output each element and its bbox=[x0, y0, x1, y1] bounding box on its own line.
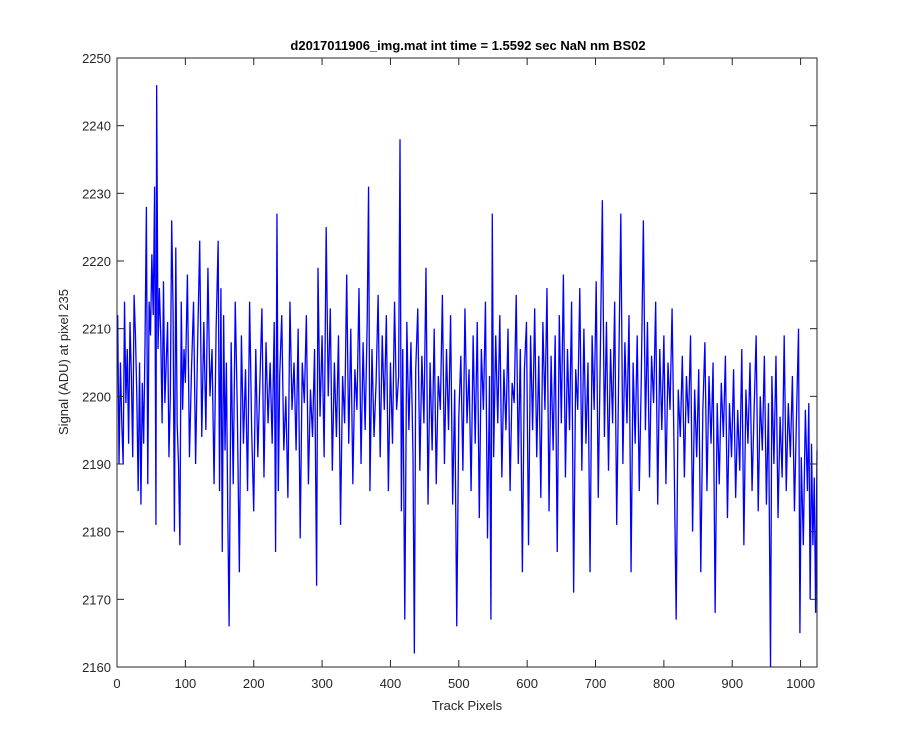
x-tick-label: 400 bbox=[380, 676, 402, 691]
y-tick-label: 2210 bbox=[82, 322, 111, 337]
x-tick-label: 700 bbox=[585, 676, 607, 691]
x-tick-label: 900 bbox=[721, 676, 743, 691]
x-tick-label: 200 bbox=[243, 676, 265, 691]
x-tick-label: 1000 bbox=[786, 676, 815, 691]
x-tick-label: 100 bbox=[175, 676, 197, 691]
y-tick-label: 2220 bbox=[82, 254, 111, 269]
x-tick-label: 300 bbox=[311, 676, 333, 691]
y-tick-label: 2180 bbox=[82, 525, 111, 540]
y-tick-label: 2240 bbox=[82, 119, 111, 134]
x-axis-label: Track Pixels bbox=[432, 698, 503, 713]
y-axis-label: Signal (ADU) at pixel 235 bbox=[56, 289, 71, 435]
x-tick-label: 500 bbox=[448, 676, 470, 691]
y-tick-label: 2250 bbox=[82, 51, 111, 66]
y-tick-label: 2200 bbox=[82, 389, 111, 404]
x-tick-label: 600 bbox=[516, 676, 538, 691]
x-tick-label: 800 bbox=[653, 676, 675, 691]
y-tick-label: 2230 bbox=[82, 186, 111, 201]
plot-frame bbox=[116, 57, 818, 668]
y-tick-label: 2190 bbox=[82, 457, 111, 472]
series-line bbox=[117, 85, 818, 668]
x-tick-label: 0 bbox=[113, 676, 120, 691]
chart-title: d2017011906_img.mat int time = 1.5592 se… bbox=[290, 38, 645, 53]
plot-area bbox=[117, 85, 818, 668]
y-tick-label: 2160 bbox=[82, 660, 111, 675]
axis-ticks: 0 100 200 300 400 500 600 700 800 900 1000 2160 2170… bbox=[82, 51, 817, 691]
y-tick-label: 2170 bbox=[82, 592, 111, 607]
